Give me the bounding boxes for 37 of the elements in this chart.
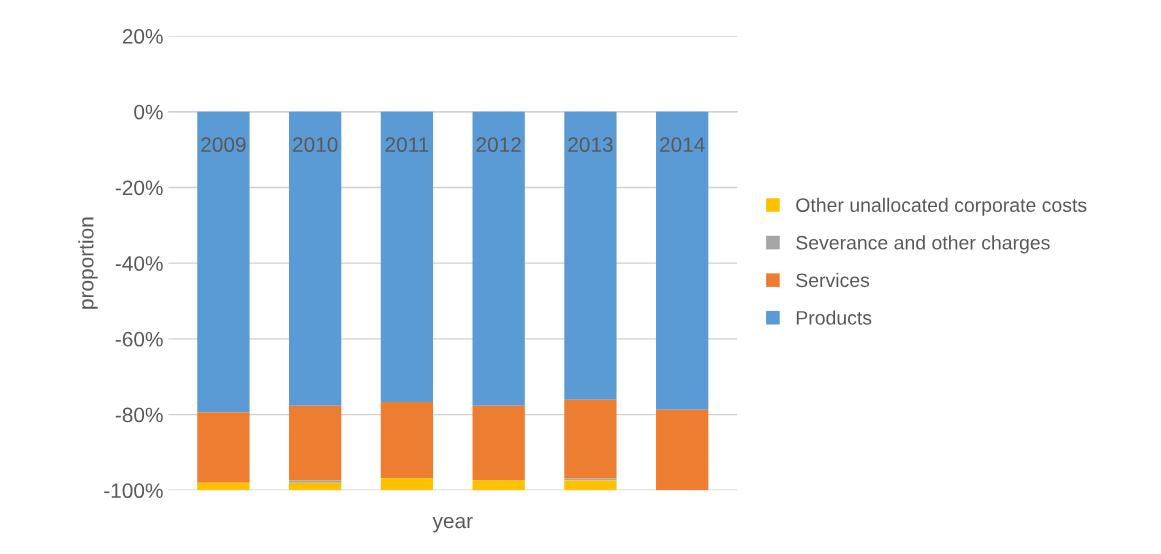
y-axis-title: proportion bbox=[78, 217, 98, 309]
bar bbox=[289, 480, 342, 483]
bar bbox=[380, 478, 434, 491]
bar bbox=[564, 111, 617, 400]
y-tick-label: 0% bbox=[134, 104, 163, 120]
bar bbox=[289, 405, 342, 481]
x-tick-label: 2010 bbox=[293, 137, 338, 153]
bar bbox=[656, 111, 709, 410]
bar bbox=[380, 111, 434, 403]
y-tick-label: -80% bbox=[115, 407, 163, 423]
legend-label: Other unallocated corporate costs bbox=[796, 197, 1087, 216]
bar bbox=[197, 482, 250, 491]
y-tick-label: -60% bbox=[115, 331, 163, 347]
x-tick-label: 2009 bbox=[201, 137, 246, 153]
bar bbox=[380, 402, 434, 479]
bar bbox=[472, 480, 525, 491]
bar bbox=[289, 482, 342, 491]
x-tick-label: 2014 bbox=[660, 137, 705, 153]
legend-label: Severance and other charges bbox=[796, 235, 1050, 254]
y-tick-label: -100% bbox=[104, 483, 163, 499]
bar bbox=[197, 111, 250, 413]
x-axis-title: year bbox=[432, 516, 473, 533]
bar bbox=[656, 409, 709, 491]
legend-label: Products bbox=[796, 310, 872, 325]
bar bbox=[564, 480, 617, 491]
bar bbox=[564, 399, 617, 479]
bar bbox=[289, 111, 342, 406]
y-tick-label: 20% bbox=[122, 29, 163, 44]
x-tick-label: 2012 bbox=[476, 137, 521, 153]
bar bbox=[472, 405, 525, 481]
y-tick-label: -40% bbox=[115, 256, 163, 271]
x-tick-label: 2011 bbox=[385, 137, 429, 153]
legend-label: Services bbox=[796, 272, 870, 288]
y-tick-label: -20% bbox=[115, 180, 163, 196]
bar bbox=[197, 412, 250, 483]
x-tick-label: 2013 bbox=[568, 137, 613, 153]
bar bbox=[472, 111, 525, 406]
